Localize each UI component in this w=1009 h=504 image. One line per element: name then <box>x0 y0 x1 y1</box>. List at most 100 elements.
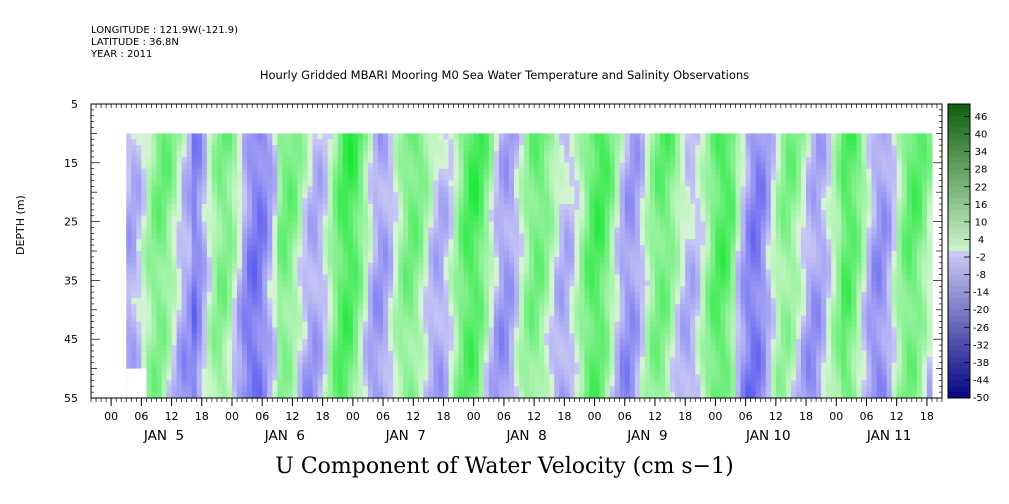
heatmap-cell <box>216 198 223 205</box>
heatmap-cell <box>680 280 686 287</box>
heatmap-cell <box>307 380 314 387</box>
heatmap-cell <box>534 392 540 399</box>
heatmap-cell <box>418 168 424 176</box>
heatmap-cell <box>463 151 470 158</box>
heatmap-cell <box>423 333 429 340</box>
heatmap-cell <box>247 321 253 329</box>
heatmap-cell <box>282 133 288 140</box>
heatmap-cell <box>519 156 525 164</box>
heatmap-cell <box>513 303 520 311</box>
heatmap-cell <box>337 251 344 258</box>
heatmap-cell <box>226 174 233 182</box>
heatmap-cell <box>181 339 188 346</box>
heatmap-cell <box>277 333 283 340</box>
heatmap-cell <box>634 315 641 323</box>
heatmap-cell <box>443 380 450 387</box>
heatmap-cell <box>438 350 445 358</box>
heatmap-cell <box>493 233 500 240</box>
heatmap-cell <box>216 245 223 252</box>
heatmap-cell <box>126 262 132 270</box>
heatmap-cell <box>498 186 505 193</box>
heatmap-cell <box>629 327 636 334</box>
heatmap-cell <box>544 186 550 193</box>
heatmap-cell <box>675 209 681 217</box>
heatmap-cell <box>524 156 530 164</box>
heatmap-cell <box>599 245 606 252</box>
heatmap-cell <box>302 180 309 187</box>
heatmap-cell <box>634 345 641 352</box>
heatmap-cell <box>191 280 198 287</box>
heatmap-cell <box>433 139 440 146</box>
heatmap-cell <box>453 227 460 234</box>
heatmap-cell <box>463 362 470 370</box>
heatmap-cell <box>393 345 399 352</box>
heatmap-cell <box>579 168 586 176</box>
heatmap-cell <box>347 233 354 240</box>
heatmap-cell <box>675 168 681 176</box>
heatmap-cell <box>141 350 147 358</box>
heatmap-cell <box>352 174 359 182</box>
heatmap-cell <box>524 380 530 387</box>
heatmap-cell <box>257 274 263 281</box>
heatmap-cell <box>322 268 329 276</box>
heatmap-cell <box>257 362 263 370</box>
heatmap-cell <box>503 215 510 223</box>
heatmap-cell <box>418 209 424 217</box>
heatmap-cell <box>161 298 168 305</box>
heatmap-cell <box>247 392 253 399</box>
heatmap-cell <box>654 239 661 246</box>
heatmap-cell <box>483 151 490 158</box>
heatmap-cell <box>519 268 525 276</box>
heatmap-cell <box>463 380 470 387</box>
heatmap-cell <box>584 298 591 305</box>
heatmap-cell <box>292 333 299 340</box>
heatmap-cell <box>367 356 374 364</box>
heatmap-cell <box>639 215 646 223</box>
heatmap-cell <box>247 151 253 158</box>
heatmap-cell <box>483 227 490 234</box>
heatmap-cell <box>524 286 530 293</box>
heatmap-cell <box>398 139 404 146</box>
heatmap-cell <box>383 274 389 281</box>
heatmap-cell <box>267 380 273 387</box>
heatmap-cell <box>660 145 666 152</box>
heatmap-cell <box>529 392 535 399</box>
heatmap-cell <box>322 221 329 229</box>
heatmap-cell <box>156 180 163 187</box>
heatmap-cell <box>327 350 334 358</box>
heatmap-cell <box>453 156 460 164</box>
heatmap-cell <box>443 392 450 399</box>
heatmap-cell <box>292 180 299 187</box>
heatmap-cell <box>171 268 178 276</box>
heatmap-cell <box>372 362 379 370</box>
heatmap-cell <box>383 286 389 293</box>
heatmap-cell <box>569 251 576 258</box>
heatmap-cell <box>498 174 505 182</box>
heatmap-cell <box>448 386 455 393</box>
heatmap-cell <box>156 192 163 199</box>
heatmap-cell <box>458 221 465 229</box>
heatmap-cell <box>282 215 288 223</box>
heatmap-cell <box>166 321 173 329</box>
heatmap-cell <box>378 180 384 187</box>
heatmap-cell <box>272 286 278 293</box>
heatmap-cell <box>468 174 475 182</box>
heatmap-cell <box>312 386 319 393</box>
heatmap-cell <box>549 345 555 352</box>
heatmap-cell <box>211 198 218 205</box>
heatmap-cell <box>156 227 163 234</box>
heatmap-cell <box>478 139 485 146</box>
heatmap-cell <box>473 362 480 370</box>
heatmap-cell <box>468 221 475 229</box>
heatmap-cell <box>614 374 621 381</box>
heatmap-cell <box>393 327 399 334</box>
heatmap-cell <box>569 156 576 164</box>
heatmap-cell <box>383 151 389 158</box>
heatmap-cell <box>468 274 475 281</box>
heatmap-cell <box>378 162 384 170</box>
heatmap-cell <box>131 251 137 258</box>
heatmap-cell <box>322 286 329 293</box>
heatmap-cell <box>302 139 309 146</box>
heatmap-cell <box>166 233 173 240</box>
heatmap-cell <box>579 315 586 323</box>
